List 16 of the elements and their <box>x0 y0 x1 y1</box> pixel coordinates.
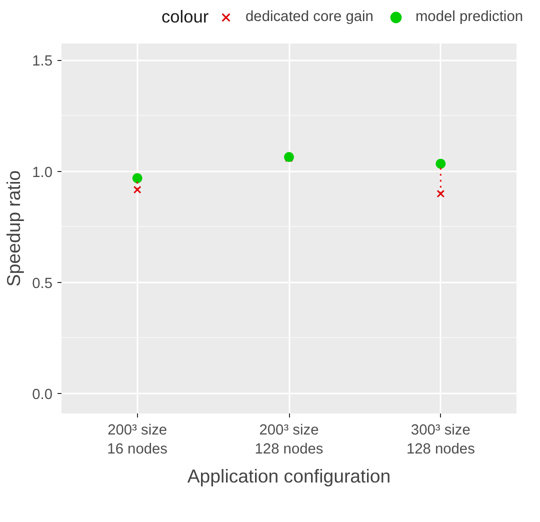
y-tick-label: 1.5 <box>32 54 52 70</box>
point <box>436 158 446 169</box>
legend-title: colour <box>162 6 209 26</box>
y-tick-label: 0.5 <box>32 276 52 292</box>
x-tick-label: 200³ size 128 nodes <box>254 422 324 458</box>
y-tick-label: 0.0 <box>32 387 52 403</box>
point <box>132 173 142 184</box>
point <box>436 190 445 198</box>
x-tick-label: 300³ size 128 nodes <box>406 422 475 458</box>
x-axis-title: Application configuration <box>187 466 391 487</box>
legend-label: dedicated core gain <box>246 9 374 25</box>
legend-label: model prediction <box>415 9 523 25</box>
y-axis-title: Speedup ratio <box>3 170 24 287</box>
y-tick-label: 1.0 <box>32 164 52 181</box>
x-tick-label: 200³ size 16 nodes <box>107 422 168 458</box>
point <box>133 186 142 194</box>
